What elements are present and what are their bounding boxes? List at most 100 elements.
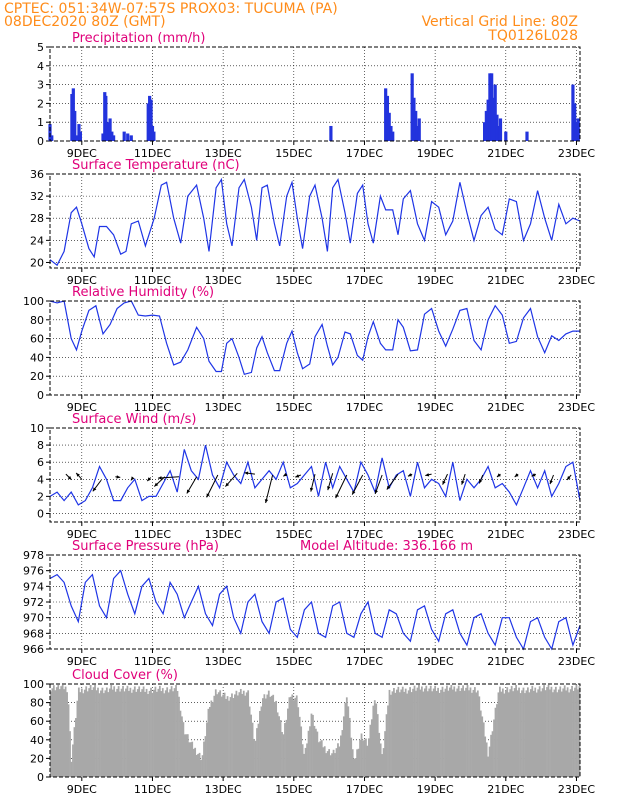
cloud-bar (113, 686, 116, 777)
cloud-bar (158, 685, 161, 777)
cloud-bar (404, 688, 407, 777)
cloud-bar (204, 736, 207, 777)
wind-arrow-head (225, 482, 230, 487)
pres-xtick-label: 9DEC (67, 655, 97, 668)
cloud-bar (166, 687, 169, 777)
pres-series-line (49, 569, 581, 651)
precip-ytick-label: 5 (37, 41, 44, 54)
cloud-xtick-label: 9DEC (67, 783, 97, 796)
temp-xtick-label: 11DEC (134, 274, 171, 287)
temp-ytick-label: 20 (30, 256, 44, 269)
cloud-bar (472, 689, 475, 777)
precip-frame (49, 46, 581, 142)
cloud-bar (331, 753, 333, 777)
cloud-bar (362, 740, 364, 777)
precip-bar (498, 118, 503, 141)
cloud-bar (381, 754, 384, 777)
wind-arrow-head (283, 472, 288, 477)
wind-arrow (206, 474, 219, 498)
cloud-bar (251, 722, 254, 777)
temp-xtick-label: 17DEC (346, 274, 383, 287)
cloud-bar (521, 690, 523, 777)
precip-bar (573, 103, 577, 141)
cloud-bar (250, 714, 252, 777)
temp-title: Surface Temperature (nC) (72, 158, 240, 173)
precip-bar (126, 133, 130, 141)
cloud-bar (400, 689, 403, 777)
cloud-bar (501, 688, 504, 777)
cloud-bar (491, 731, 494, 777)
cloud-bar (359, 739, 361, 777)
wind-arrow-head (497, 473, 501, 477)
cloud-bar (578, 686, 581, 777)
cloud-bar (421, 686, 423, 777)
precip-xtick-label: 21DEC (487, 147, 524, 160)
cloud-bar (490, 734, 492, 777)
cloud-bar (540, 691, 543, 777)
precip-bar (129, 135, 133, 141)
temp-frame (49, 173, 581, 269)
precip-ytick-label: 0 (37, 135, 44, 148)
precip-xtick-label: 15DEC (275, 147, 312, 160)
temp-xtick-label: 21DEC (487, 274, 524, 287)
cloud-bar (182, 722, 185, 777)
cloud-bar (499, 686, 501, 777)
precip-bar (329, 125, 333, 141)
cloud-bar (332, 749, 335, 777)
cloud-bar (379, 743, 382, 777)
cloud-bar (518, 687, 520, 777)
pres-ytick-label: 972 (23, 596, 44, 609)
cloud-title: Cloud Cover (%) (72, 668, 178, 683)
rh-xtick-label: 13DEC (205, 401, 242, 414)
wind-ytick-label: 8 (37, 439, 44, 452)
wind-arrow-head (186, 489, 191, 494)
cloud-bar (360, 733, 363, 777)
temp-series-line (49, 177, 581, 267)
cloud-panel: Cloud Cover (%) 0 20 40 60 80 100 9DEC 11DEC 13DE… (23, 668, 595, 796)
cloud-bar (462, 685, 464, 777)
cloud-bar (85, 686, 88, 777)
cloud-bar (101, 687, 104, 777)
cloud-bar (262, 698, 264, 777)
cloud-bar (66, 692, 68, 777)
cloud-bar (328, 749, 331, 777)
rh-xtick-label: 15DEC (275, 401, 312, 414)
wind-arrow-head (92, 487, 97, 492)
cloud-bar (337, 743, 339, 777)
cloud-bar (289, 696, 292, 777)
cloud-bar (126, 685, 129, 777)
wind-xtick-label: 13DEC (205, 528, 242, 541)
cloud-bar (281, 732, 283, 777)
wind-arrow-head (425, 473, 430, 477)
cloud-bar (474, 687, 476, 777)
cloud-bar (482, 722, 485, 777)
cloud-bar (373, 700, 376, 777)
cloud-bar (191, 741, 194, 777)
cloud-bar (341, 730, 344, 777)
cloud-bar (294, 697, 297, 777)
precip-xtick-label: 11DEC (134, 147, 171, 160)
cloud-bar (325, 753, 328, 777)
cloud-bar (416, 687, 419, 777)
cloud-bar (57, 684, 60, 777)
cloud-frame (49, 683, 581, 778)
cloud-bar (535, 692, 538, 777)
precip-bar (387, 112, 391, 141)
precip-bar (78, 131, 82, 141)
cloud-bar (160, 691, 163, 777)
pres-xtick-label: 17DEC (346, 655, 383, 668)
precip-xtick-label: 13DEC (205, 147, 242, 160)
wind-xtick-label: 17DEC (346, 528, 383, 541)
rh-ytick-label: 100 (23, 295, 44, 308)
cloud-bar (519, 693, 522, 777)
cloud-bar (422, 691, 425, 777)
pres-title: Surface Pressure (hPa) (72, 539, 219, 554)
rh-frame (49, 300, 581, 396)
cloud-bar (529, 689, 532, 777)
cloud-bar (303, 753, 305, 777)
cloud-bar (200, 760, 202, 777)
cloud-bar (479, 710, 482, 777)
cloud-bar (572, 690, 575, 777)
cloud-bar (80, 688, 83, 777)
